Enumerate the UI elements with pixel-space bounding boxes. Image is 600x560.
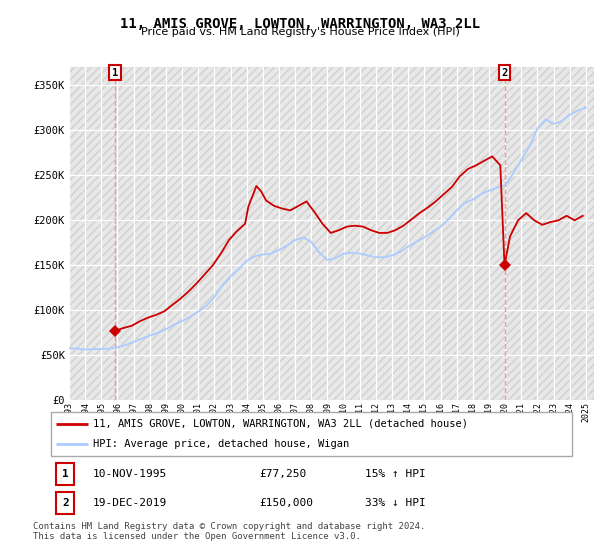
Text: 33% ↓ HPI: 33% ↓ HPI [365, 498, 425, 508]
Text: 1: 1 [112, 68, 118, 78]
Text: 10-NOV-1995: 10-NOV-1995 [93, 469, 167, 479]
Text: 1: 1 [62, 469, 69, 479]
Text: 2: 2 [502, 68, 508, 78]
FancyBboxPatch shape [50, 413, 572, 455]
Text: Price paid vs. HM Land Registry's House Price Index (HPI): Price paid vs. HM Land Registry's House … [140, 27, 460, 37]
Text: Contains HM Land Registry data © Crown copyright and database right 2024.
This d: Contains HM Land Registry data © Crown c… [33, 522, 425, 542]
Text: 2: 2 [62, 498, 69, 508]
Text: 11, AMIS GROVE, LOWTON, WARRINGTON, WA3 2LL: 11, AMIS GROVE, LOWTON, WARRINGTON, WA3 … [120, 17, 480, 31]
Text: £77,250: £77,250 [259, 469, 307, 479]
Text: 19-DEC-2019: 19-DEC-2019 [93, 498, 167, 508]
Text: 11, AMIS GROVE, LOWTON, WARRINGTON, WA3 2LL (detached house): 11, AMIS GROVE, LOWTON, WARRINGTON, WA3 … [93, 419, 468, 429]
Text: £150,000: £150,000 [259, 498, 313, 508]
FancyBboxPatch shape [56, 492, 74, 515]
FancyBboxPatch shape [56, 463, 74, 485]
Text: 15% ↑ HPI: 15% ↑ HPI [365, 469, 425, 479]
Text: HPI: Average price, detached house, Wigan: HPI: Average price, detached house, Wiga… [93, 439, 349, 449]
